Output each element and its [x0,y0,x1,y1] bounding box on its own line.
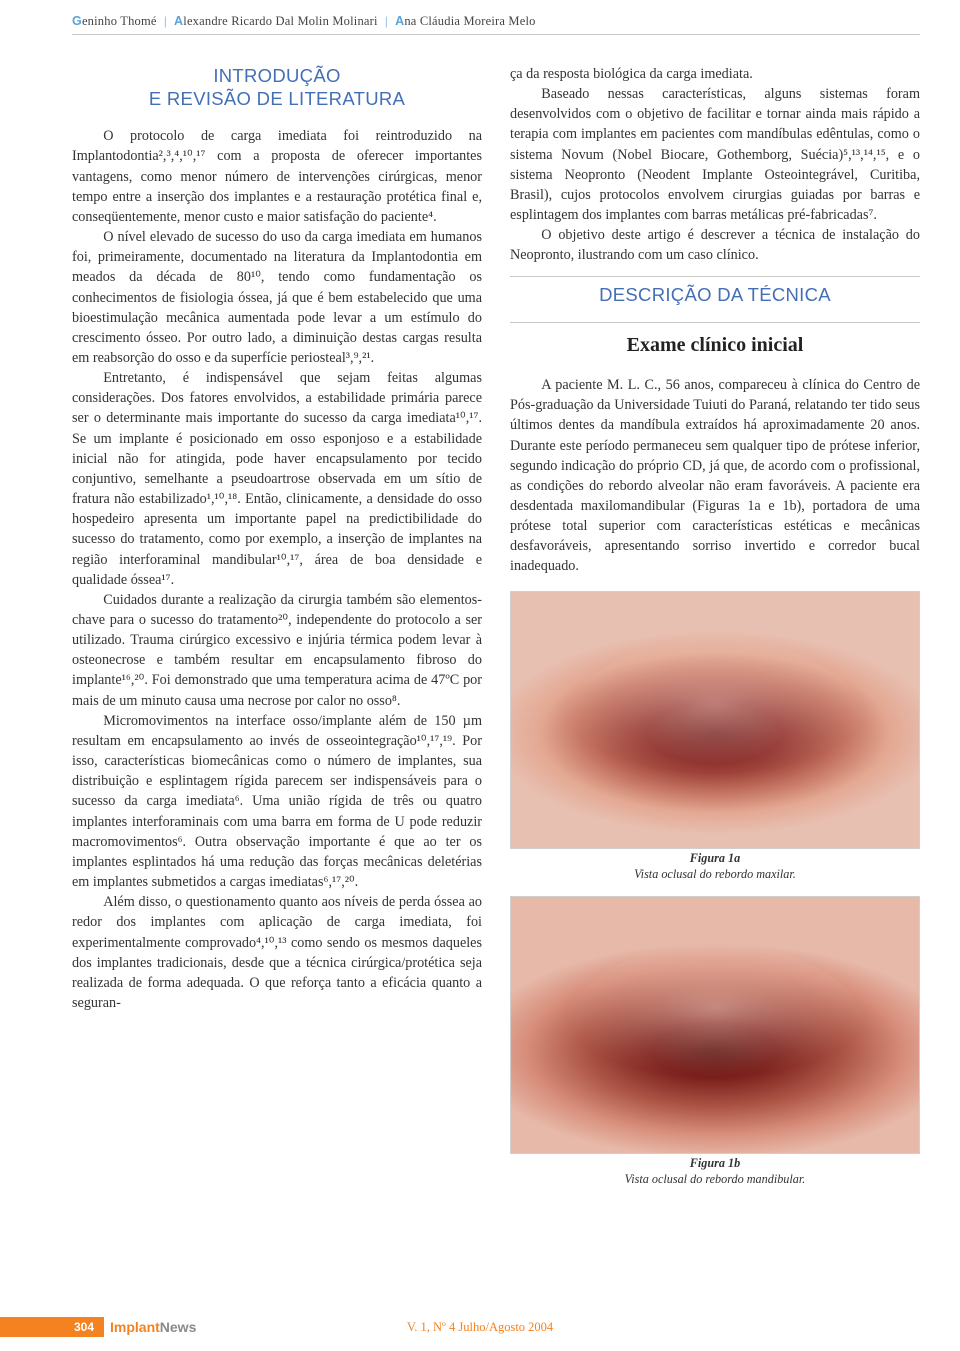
left-p4: Cuidados durante a realização da cirurgi… [72,590,482,711]
heading1-line2: E REVISÃO DE LITERATURA [149,88,405,109]
section-heading-intro: INTRODUÇÃO E REVISÃO DE LITERATURA [72,64,482,110]
logo-implant: Implant [110,1319,160,1335]
figure-1a-wrap: Figura 1a Vista oclusal do rebordo maxil… [510,591,920,883]
left-p2: O nível elevado de sucesso do uso da car… [72,227,482,368]
two-column-content: INTRODUÇÃO E REVISÃO DE LITERATURA O pro… [72,64,920,1188]
section-rule-bottom [510,322,920,323]
page-footer: 304 ImplantNews V. 1, Nº 4 Julho/Agosto … [0,1315,960,1337]
left-column: INTRODUÇÃO E REVISÃO DE LITERATURA O pro… [72,64,482,1188]
subheading-exame: Exame clínico inicial [510,331,920,359]
author1-initial: G [72,14,82,28]
page-number: 304 [0,1317,104,1337]
left-p3: Entretanto, é indispensável que sejam fe… [72,368,482,590]
author3-initial: A [395,14,404,28]
figure-1b-text: Vista oclusal do rebordo mandibular. [625,1172,806,1186]
figure-1b-wrap: Figura 1b Vista oclusal do rebordo mandi… [510,896,920,1188]
figure-1a-caption: Figura 1a Vista oclusal do rebordo maxil… [510,851,920,883]
section-rule-top [510,276,920,277]
right-p3: O objetivo deste artigo é descrever a té… [510,225,920,265]
right-p2: Baseado nessas características, alguns s… [510,84,920,225]
author1-rest: eninho Thomé [82,14,157,28]
figure-1b-num: Figura 1b [510,1156,920,1172]
figure-1a-num: Figura 1a [510,851,920,867]
heading1-line1: INTRODUÇÃO [213,65,340,86]
author2-rest: lexandre Ricardo Dal Molin Molinari [183,14,377,28]
logo-news: News [160,1319,197,1335]
header-rule [72,34,920,35]
authors-line: Geninho Thomé | Alexandre Ricardo Dal Mo… [72,14,536,29]
figure-1a-text: Vista oclusal do rebordo maxilar. [634,867,796,881]
figure-1a-image [510,591,920,849]
figure-1b-caption: Figura 1b Vista oclusal do rebordo mandi… [510,1156,920,1188]
author-sep-1: | [160,14,171,28]
clinical-p1: A paciente M. L. C., 56 anos, compareceu… [510,375,920,577]
right-p1: ça da resposta biológica da carga imedia… [510,64,920,84]
author3-rest: na Cláudia Moreira Melo [404,14,535,28]
author2-initial: A [174,14,183,28]
left-p6: Além disso, o questionamento quanto aos … [72,892,482,1013]
right-column: ça da resposta biológica da carga imedia… [510,64,920,1188]
issue-info: V. 1, Nº 4 Julho/Agosto 2004 [407,1317,553,1337]
author-sep-2: | [381,14,392,28]
section-heading-technique: DESCRIÇÃO DA TÉCNICA [510,283,920,306]
left-p1: O protocolo de carga imediata foi reintr… [72,126,482,227]
figure-1b-image [510,896,920,1154]
journal-logo: ImplantNews [110,1317,196,1337]
left-p5: Micromovimentos na interface osso/implan… [72,711,482,892]
